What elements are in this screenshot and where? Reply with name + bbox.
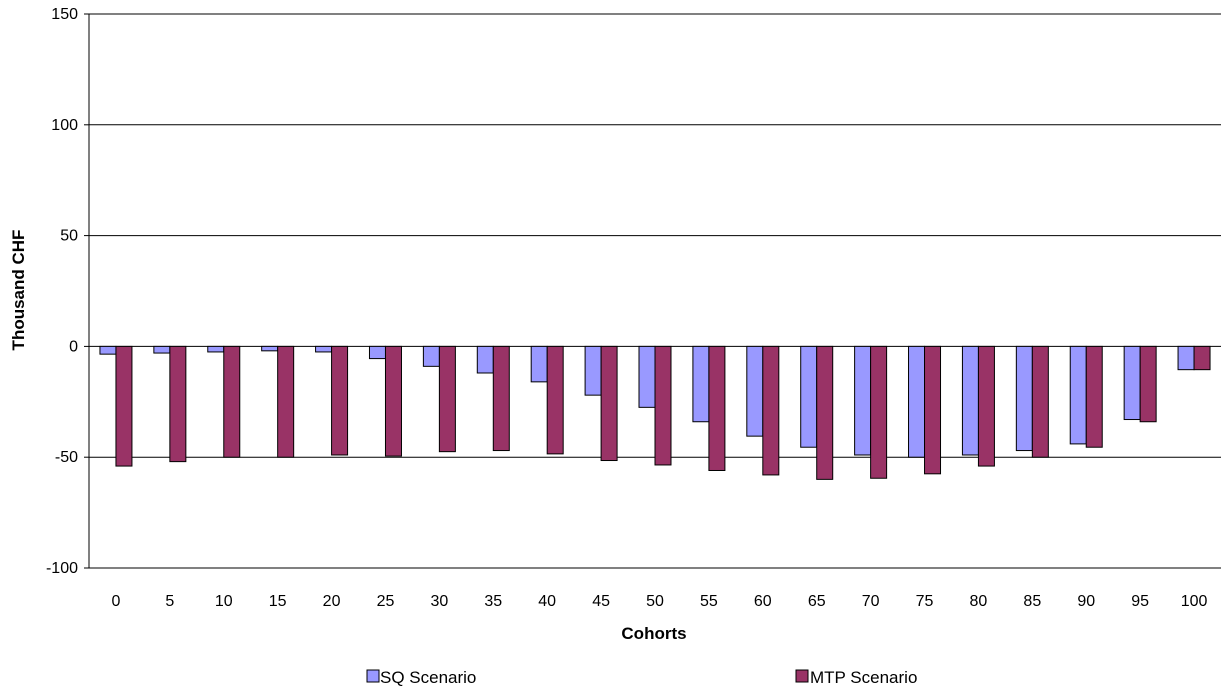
y-tick-label: -50 — [55, 449, 78, 466]
x-tick-label: 75 — [916, 593, 934, 610]
x-tick-label: 90 — [1077, 593, 1095, 610]
y-tick-label: 150 — [51, 6, 78, 23]
x-tick-label: 85 — [1023, 593, 1041, 610]
bar-sq-25 — [368, 345, 386, 360]
bar-mtp-85 — [1031, 345, 1049, 458]
bar-mtp-45 — [600, 345, 618, 462]
y-tick-labels: -100 -50 0 50 100 150 — [46, 6, 78, 577]
bar-sq-50 — [638, 345, 656, 408]
bar-mtp-80 — [977, 345, 995, 467]
x-tick-label: 0 — [111, 593, 120, 610]
bar-mtp-75 — [924, 345, 942, 475]
bar-mtp-40 — [546, 345, 564, 455]
bar-sq-20 — [315, 345, 333, 353]
bar-mtp-70 — [870, 345, 888, 479]
x-tick-label: 60 — [754, 593, 772, 610]
bar-sq-85 — [1015, 345, 1033, 452]
bar-mtp-55 — [708, 345, 726, 471]
bar-sq-100 — [1177, 345, 1195, 371]
x-tick-label: 45 — [592, 593, 610, 610]
bar-mtp-65 — [816, 345, 834, 480]
bar-mtp-5 — [169, 345, 187, 463]
bar-sq-45 — [584, 345, 602, 396]
bar-sq-10 — [207, 345, 225, 353]
legend-label-mtp: MTP Scenario — [810, 668, 917, 687]
bar-sq-15 — [261, 345, 279, 352]
bar-mtp-100 — [1193, 345, 1211, 371]
bar-mtp-0 — [115, 345, 133, 467]
x-tick-labels: 0 5 10 15 20 25 30 35 40 45 50 55 60 65 70 75 80 85 90 95 10… — [111, 593, 1207, 610]
x-tick-label: 80 — [970, 593, 988, 610]
bar-sq-70 — [854, 345, 872, 456]
axes — [84, 13, 1221, 569]
bar-mtp-20 — [331, 345, 349, 456]
legend: SQ Scenario MTP Scenario — [366, 668, 917, 687]
bar-mtp-30 — [438, 345, 456, 453]
x-tick-label: 55 — [700, 593, 718, 610]
bar-mtp-60 — [762, 345, 780, 476]
x-tick-label: 35 — [484, 593, 502, 610]
legend-swatch-sq — [366, 669, 380, 683]
x-tick-label: 40 — [538, 593, 556, 610]
y-axis-title: Thousand CHF — [9, 230, 28, 351]
x-tick-label: 10 — [215, 593, 233, 610]
x-tick-label: 20 — [323, 593, 341, 610]
bar-mtp-90 — [1085, 345, 1103, 448]
bar-sq-95 — [1123, 345, 1141, 421]
bar-mtp-15 — [277, 345, 295, 458]
x-tick-label: 100 — [1181, 593, 1208, 610]
bar-sq-55 — [692, 345, 710, 423]
x-tick-label: 25 — [377, 593, 395, 610]
y-tick-label: 50 — [60, 228, 78, 245]
bar-sq-60 — [746, 345, 764, 437]
x-tick-label: 50 — [646, 593, 664, 610]
bar-sq-80 — [961, 345, 979, 456]
x-tick-label: 65 — [808, 593, 826, 610]
y-tick-label: -100 — [46, 560, 78, 577]
legend-label-sq: SQ Scenario — [380, 668, 476, 687]
bars — [99, 345, 1211, 480]
bar-sq-65 — [800, 345, 818, 448]
y-tick-label: 100 — [51, 117, 78, 134]
bar-sq-40 — [530, 345, 548, 383]
bar-sq-5 — [153, 345, 171, 354]
x-tick-label: 30 — [430, 593, 448, 610]
bar-mtp-50 — [654, 345, 672, 466]
x-tick-label: 70 — [862, 593, 880, 610]
x-tick-label: 95 — [1131, 593, 1149, 610]
bar-sq-75 — [908, 345, 926, 458]
x-tick-label: 5 — [165, 593, 174, 610]
bar-mtp-25 — [384, 345, 402, 457]
bar-mtp-10 — [223, 345, 241, 458]
bar-sq-90 — [1069, 345, 1087, 445]
bar-mtp-95 — [1139, 345, 1157, 423]
bar-mtp-35 — [492, 345, 510, 452]
x-axis-title: Cohorts — [621, 624, 686, 643]
y-tick-label: 0 — [69, 338, 78, 355]
bar-sq-0 — [99, 345, 117, 355]
legend-swatch-mtp — [795, 669, 809, 683]
bar-sq-35 — [476, 345, 494, 374]
x-tick-label: 15 — [269, 593, 287, 610]
bar-sq-30 — [422, 345, 440, 367]
